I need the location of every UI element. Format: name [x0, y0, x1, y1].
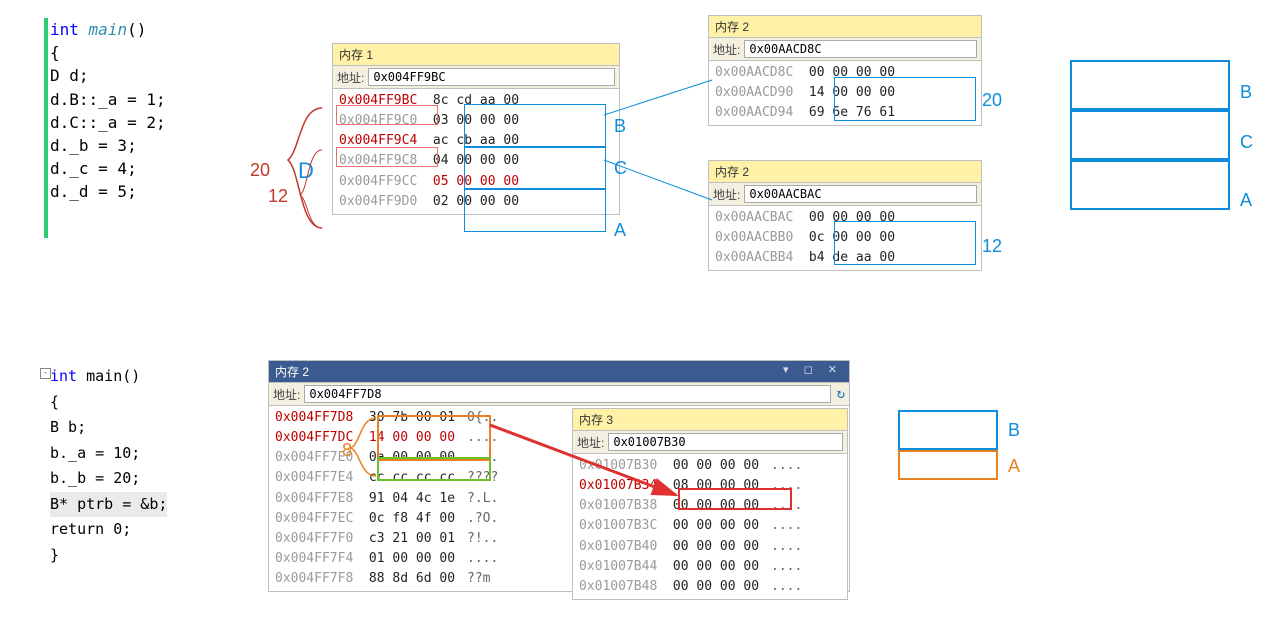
mem1-rows: 0x004FF9BC 8c cd aa 000x004FF9C0 03 00 0…	[333, 89, 619, 214]
anno-12-right: 12	[982, 236, 1002, 257]
code-line: }	[50, 543, 167, 569]
mem2b-addrbar: 地址:	[709, 183, 981, 206]
code-line: D d;	[50, 64, 166, 87]
mem2a-rows: 0x00AACD8C 00 00 00 000x00AACD90 14 00 0…	[709, 61, 981, 125]
mem-row: 0x01007B30 00 00 00 00....	[573, 456, 847, 476]
code-line: int main()	[50, 364, 167, 390]
addr-label: 地址:	[713, 41, 740, 58]
mem-row: 0x00AACBB0 0c 00 00 00	[709, 228, 981, 248]
diagram-2: B A	[898, 410, 998, 480]
mem-row: 0x01007B44 00 00 00 00....	[573, 557, 847, 577]
code-block-2: - int main() { B b; b._a = 10; b._b = 20…	[50, 364, 167, 568]
memory-panel-2b: 内存 2 地址: 0x00AACBAC 00 00 00 000x00AACBB…	[708, 160, 982, 271]
kw: int	[50, 367, 77, 385]
addr-label: 地址:	[577, 434, 604, 451]
mem2big-title: 内存 2 ▾ ◻ ✕	[269, 361, 849, 383]
mem-row: 0x004FF9C0 03 00 00 00	[333, 111, 619, 131]
memory-panel-3: 内存 3 地址: 0x01007B30 00 00 00 00....0x010…	[572, 408, 848, 600]
mem2b-rows: 0x00AACBAC 00 00 00 000x00AACBB0 0c 00 0…	[709, 206, 981, 270]
addr-label: 地址:	[337, 69, 364, 86]
mem3-title: 内存 3	[573, 409, 847, 431]
mem-row: 0x00AACD8C 00 00 00 00	[709, 63, 981, 83]
title-text: 内存 2	[275, 365, 309, 379]
mem-row: 0x00AACBB4 b4 de aa 00	[709, 248, 981, 268]
window-buttons[interactable]: ▾ ◻ ✕	[783, 363, 843, 376]
code-line: {	[50, 390, 167, 416]
mem-row: 0x00AACD90 14 00 00 00	[709, 83, 981, 103]
diag1-label-A: A	[1240, 190, 1252, 211]
code-line: return 0;	[50, 517, 167, 543]
mem1-addr-input[interactable]	[368, 68, 615, 86]
fn: main	[86, 367, 122, 385]
memory-panel-1: 内存 1 地址: 0x004FF9BC 8c cd aa 000x004FF9C…	[332, 43, 620, 215]
code-line: d._d = 5;	[50, 180, 166, 203]
code-line: b._b = 20;	[50, 466, 167, 492]
mem2b-title: 内存 2	[709, 161, 981, 183]
diagram-1: B C A	[1070, 60, 1230, 210]
mem-row: 0x004FF9C8 04 00 00 00	[333, 151, 619, 171]
mem-row: 0x01007B48 00 00 00 00....	[573, 577, 847, 597]
mem3-addr-input[interactable]	[608, 433, 843, 451]
diag2-label-B: B	[1008, 420, 1020, 441]
code-line-hl: B* ptrb = &b;	[50, 492, 167, 518]
mem2a-addrbar: 地址:	[709, 38, 981, 61]
memory-panel-2a: 内存 2 地址: 0x00AACD8C 00 00 00 000x00AACD9…	[708, 15, 982, 126]
code-line: B b;	[50, 415, 167, 441]
mem-row: 0x004FF9CC 05 00 00 00	[333, 172, 619, 192]
anno-12-left: 12	[268, 186, 288, 207]
diag2-label-A: A	[1008, 456, 1020, 477]
mem2a-addr-input[interactable]	[744, 40, 977, 58]
code-line: d._b = 3;	[50, 134, 166, 157]
mem-row: 0x01007B34 08 00 00 00....	[573, 476, 847, 496]
code-line: {	[50, 41, 166, 64]
code-line: d.C::_a = 2;	[50, 111, 166, 134]
mem3-addrbar: 地址:	[573, 431, 847, 454]
mem1-title: 内存 1	[333, 44, 619, 66]
anno-20-right: 20	[982, 90, 1002, 111]
diag1-label-C: C	[1240, 132, 1253, 153]
mem-row: 0x01007B38 00 00 00 00....	[573, 496, 847, 516]
mem-row: 0x00AACD94 69 6e 76 61	[709, 103, 981, 123]
fold-icon[interactable]: -	[40, 368, 51, 379]
mem-row: 0x004FF9D0 02 00 00 00	[333, 192, 619, 212]
mem-row: 0x004FF9BC 8c cd aa 00	[333, 91, 619, 111]
mem-row: 0x00AACBAC 00 00 00 00	[709, 208, 981, 228]
anno-A-mem1: A	[614, 220, 626, 241]
anno-B-mem1: B	[614, 116, 626, 137]
mem-row: 0x01007B40 00 00 00 00....	[573, 537, 847, 557]
mem-row: 0x01007B3C 00 00 00 00....	[573, 516, 847, 536]
addr-label: 地址:	[713, 186, 740, 203]
anno-C-mem1: C	[614, 158, 627, 179]
addr-label: 地址:	[273, 386, 300, 403]
code-line: int main()	[50, 18, 166, 41]
mem2big-addr-input[interactable]	[304, 385, 830, 403]
anno-20-left: 20	[250, 160, 270, 181]
anno-8: 8	[342, 440, 352, 461]
code-line: b._a = 10;	[50, 441, 167, 467]
mem2a-title: 内存 2	[709, 16, 981, 38]
gutter-bar	[44, 18, 48, 238]
code-line: d._c = 4;	[50, 157, 166, 180]
kw-int: int	[50, 20, 79, 39]
code-line: d.B::_a = 1;	[50, 88, 166, 111]
fn-main: main	[89, 20, 128, 39]
mem2big-addrbar: 地址: ↻	[269, 383, 849, 406]
code-block-1: int main() { D d; d.B::_a = 1; d.C::_a =…	[50, 18, 166, 204]
mem3-rows: 0x01007B30 00 00 00 00....0x01007B34 08 …	[573, 454, 847, 599]
anno-D-left: D	[298, 158, 314, 184]
mem1-addrbar: 地址:	[333, 66, 619, 89]
diag1-label-B: B	[1240, 82, 1252, 103]
mem2b-addr-input[interactable]	[744, 185, 977, 203]
mem-row: 0x004FF9C4 ac cb aa 00	[333, 131, 619, 151]
refresh-icon[interactable]: ↻	[837, 386, 845, 402]
